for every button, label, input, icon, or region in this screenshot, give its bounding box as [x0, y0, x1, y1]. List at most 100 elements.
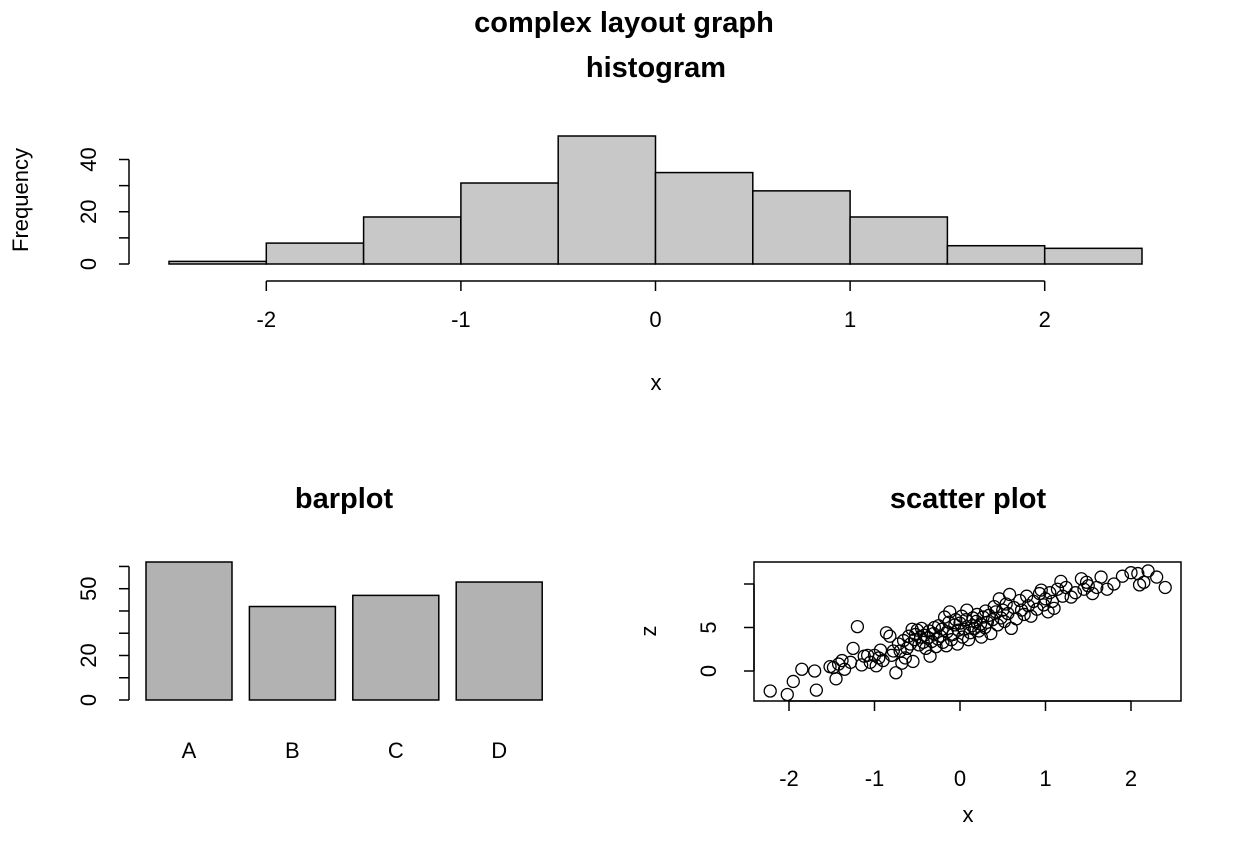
scatter-x-tick-label: 0 — [954, 766, 966, 791]
histogram-bars — [168, 135, 1143, 265]
histogram-bar — [557, 135, 657, 265]
scatter-point — [1068, 586, 1083, 600]
barplot-bar-b — [248, 605, 337, 701]
scatter-point — [999, 597, 1013, 611]
scatter-x-tick-label: 2 — [1125, 766, 1137, 791]
scatter-point — [1077, 582, 1091, 596]
histogram-y-tick-label: 40 — [76, 147, 101, 171]
scatter-point — [1094, 570, 1108, 584]
scatter-point — [1107, 577, 1121, 591]
scatter-title: scatter plot — [890, 483, 1047, 515]
scatter-point — [1050, 582, 1065, 596]
scatter-point — [1100, 582, 1114, 596]
scatter-point — [1017, 607, 1031, 622]
scatter-point — [1137, 575, 1151, 589]
scatter-point — [994, 611, 1008, 625]
barplot-bar-a — [145, 561, 233, 701]
scatter-point — [1124, 566, 1138, 580]
histogram-x-tick-label: -1 — [451, 307, 471, 332]
scatter-point — [961, 633, 976, 647]
scatter-point — [1081, 579, 1095, 593]
scatter-point — [1043, 586, 1057, 600]
scatter-point — [898, 651, 912, 665]
barplot-axes: A B C D 0 20 50 — [76, 565, 507, 763]
histogram-x-tick-label: 1 — [844, 307, 856, 332]
scatter-point — [780, 687, 794, 702]
barplot-title: barplot — [295, 483, 394, 515]
histogram-bar — [168, 260, 268, 265]
histogram-title: histogram — [586, 52, 726, 84]
scatter-point — [809, 683, 824, 697]
scatter-point — [984, 626, 998, 641]
histogram-bar — [849, 216, 949, 265]
barplot-y-tick-label: 0 — [76, 694, 101, 706]
scatter-points — [763, 564, 1172, 702]
scatter-x-label: x — [963, 802, 974, 827]
scatter-point — [950, 637, 965, 651]
scatter-point — [846, 641, 860, 656]
scatter-point — [883, 629, 897, 643]
scatter-point — [1055, 589, 1070, 603]
scatter-x-tick-label: -1 — [865, 766, 885, 791]
scatter-point — [835, 653, 849, 668]
scatter-point — [965, 619, 979, 633]
scatter-y-tick-label: 5 — [696, 621, 721, 633]
scatter-axes: -2 -1 0 1 2 0 5 — [696, 583, 1137, 791]
histogram-bar — [265, 242, 365, 265]
scatter-point — [1045, 594, 1059, 609]
histogram-bar — [752, 190, 851, 265]
scatter-point — [1020, 589, 1034, 603]
scatter-y-tick-label: 0 — [696, 665, 721, 677]
barplot-category-label: A — [182, 738, 197, 763]
histogram-bar — [946, 244, 1046, 265]
scatter-x-tick-label: -2 — [779, 766, 799, 791]
scatter-point — [916, 635, 930, 649]
barplot-bar-d — [455, 581, 543, 701]
histogram-y-label: Frequency — [8, 148, 33, 252]
scatter-point — [942, 615, 956, 629]
barplot-category-label: B — [285, 738, 300, 763]
histogram-x-label: x — [651, 370, 662, 395]
scatter-point — [795, 662, 809, 676]
scatter-point — [923, 649, 937, 663]
barplot-category-label: D — [491, 738, 507, 763]
scatter-point — [850, 619, 865, 634]
barplot-bar-c — [352, 594, 440, 701]
scatter-point — [886, 644, 900, 658]
scatter-point — [963, 626, 977, 640]
histogram-bar — [460, 182, 559, 265]
barplot-y-tick-label: 20 — [76, 643, 101, 667]
barplot-category-label: C — [388, 738, 404, 763]
barplot-bars — [145, 561, 543, 701]
figure-title: complex layout graph — [474, 7, 774, 39]
barplot-panel: barplot A B C D 0 20 50 — [76, 483, 543, 763]
scatter-point — [1002, 587, 1017, 602]
scatter-point — [1115, 569, 1130, 583]
histogram-x-tick-label: -2 — [257, 307, 277, 332]
scatter-point — [906, 654, 920, 669]
scatter-point — [1158, 580, 1172, 595]
scatter-point — [937, 610, 952, 624]
scatter-point — [889, 666, 903, 680]
scatter-point — [1150, 570, 1164, 584]
scatter-point — [855, 658, 869, 672]
histogram-bar — [654, 171, 754, 265]
scatter-panel: scatter plot -2 -1 0 1 2 0 5 x z — [636, 483, 1182, 827]
histogram-bar — [362, 216, 462, 265]
scatter-point — [786, 674, 800, 689]
histogram-y-tick-label: 0 — [76, 258, 101, 270]
scatter-point — [955, 630, 970, 644]
scatter-point — [1047, 601, 1061, 616]
scatter-plot-frame — [753, 561, 1182, 702]
histogram-bar — [1043, 247, 1143, 265]
histogram-y-tick-label: 20 — [76, 200, 101, 224]
barplot-y-tick-label: 50 — [76, 576, 101, 600]
scatter-point — [974, 630, 989, 644]
scatter-point — [808, 664, 822, 678]
scatter-point — [829, 672, 843, 686]
scatter-point — [1132, 578, 1147, 592]
histogram-x-tick-label: 2 — [1039, 307, 1051, 332]
scatter-point — [763, 684, 777, 698]
